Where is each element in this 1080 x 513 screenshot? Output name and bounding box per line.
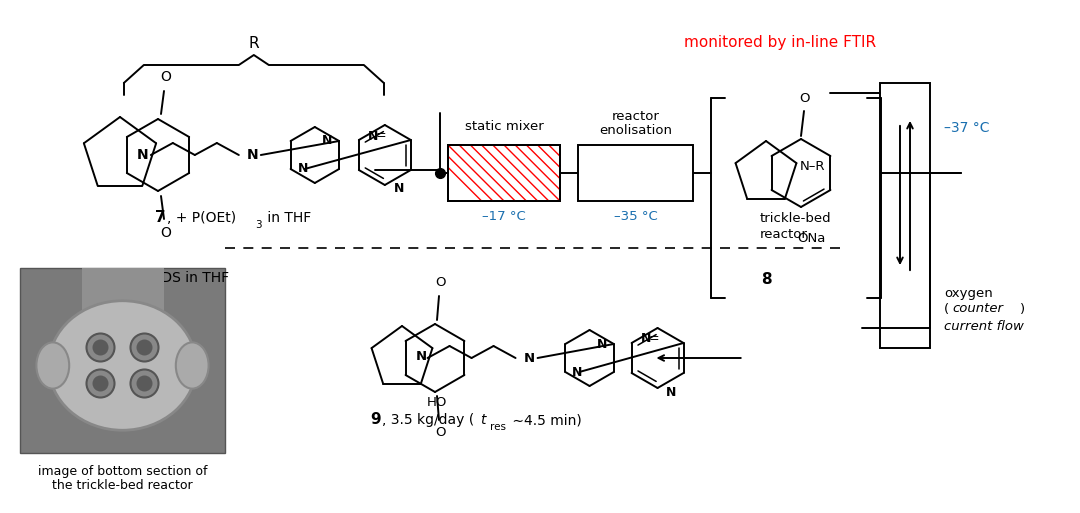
- Ellipse shape: [176, 342, 208, 389]
- Text: static mixer: static mixer: [464, 121, 543, 133]
- Text: N: N: [666, 385, 677, 399]
- Text: oxygen: oxygen: [944, 286, 993, 300]
- Text: ): ): [1020, 303, 1025, 315]
- Text: 7: 7: [156, 210, 165, 226]
- Text: 3: 3: [255, 220, 261, 230]
- Text: NaHMDS in THF: NaHMDS in THF: [120, 271, 229, 285]
- Bar: [448, 145, 561, 201]
- Circle shape: [136, 340, 152, 356]
- Text: –37 °C: –37 °C: [944, 121, 989, 135]
- Text: (: (: [944, 303, 949, 315]
- Circle shape: [136, 376, 152, 391]
- Text: 9: 9: [370, 412, 380, 427]
- Bar: [578, 145, 693, 201]
- Text: O: O: [161, 226, 172, 240]
- Text: ONa: ONa: [797, 232, 825, 246]
- Text: HO: HO: [427, 397, 447, 409]
- Circle shape: [93, 340, 108, 356]
- Text: –35 °C: –35 °C: [613, 210, 658, 224]
- Bar: [448, 145, 561, 201]
- Text: N: N: [137, 148, 149, 162]
- Text: in THF: in THF: [264, 211, 311, 225]
- Text: R: R: [248, 35, 259, 50]
- Circle shape: [86, 369, 114, 398]
- Text: reactor: reactor: [760, 228, 808, 242]
- Text: the trickle-bed reactor: the trickle-bed reactor: [52, 479, 193, 492]
- Bar: [880, 83, 930, 348]
- Text: image of bottom section of: image of bottom section of: [38, 465, 207, 478]
- Text: , 3.5 kg/day (: , 3.5 kg/day (: [382, 413, 474, 427]
- Text: N: N: [572, 365, 582, 379]
- Text: N: N: [367, 129, 378, 143]
- Text: N: N: [322, 134, 333, 148]
- Text: monitored by in-line FTIR: monitored by in-line FTIR: [684, 35, 876, 50]
- Text: current flow: current flow: [944, 320, 1024, 332]
- Text: N: N: [393, 183, 404, 195]
- Text: N: N: [596, 338, 607, 350]
- Text: reactor: reactor: [611, 110, 660, 123]
- Bar: [21, 268, 225, 453]
- Text: O: O: [161, 70, 172, 84]
- Text: 8: 8: [760, 272, 771, 287]
- Text: N: N: [416, 349, 427, 363]
- Text: O: O: [435, 277, 445, 289]
- Text: O: O: [800, 92, 810, 106]
- Circle shape: [131, 369, 159, 398]
- Circle shape: [131, 333, 159, 362]
- Text: N: N: [524, 351, 535, 365]
- Text: N: N: [247, 148, 258, 162]
- Text: –17 °C: –17 °C: [482, 210, 526, 224]
- Text: =: =: [376, 129, 387, 143]
- Text: t: t: [480, 413, 486, 427]
- Text: trickle-bed: trickle-bed: [760, 211, 832, 225]
- Text: N–R: N–R: [799, 161, 825, 173]
- Bar: [81, 268, 163, 351]
- Text: N: N: [640, 332, 651, 345]
- Text: , + P(OEt): , + P(OEt): [167, 211, 237, 225]
- Ellipse shape: [49, 301, 197, 430]
- Text: res: res: [490, 422, 507, 432]
- Text: N: N: [297, 163, 308, 175]
- Text: =: =: [648, 332, 659, 345]
- Text: enolisation: enolisation: [599, 124, 672, 137]
- Text: ∼4.5 min): ∼4.5 min): [508, 413, 582, 427]
- Text: O: O: [435, 426, 445, 440]
- Circle shape: [93, 376, 108, 391]
- Ellipse shape: [37, 342, 69, 389]
- Text: counter: counter: [951, 303, 1003, 315]
- Circle shape: [86, 333, 114, 362]
